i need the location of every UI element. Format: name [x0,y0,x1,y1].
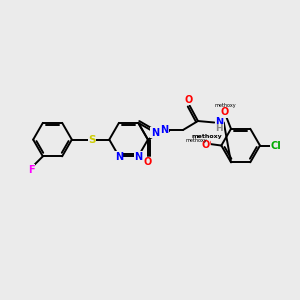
Text: O: O [185,94,193,105]
Text: N: N [160,125,169,135]
Text: O: O [144,158,152,167]
Text: N: N [215,117,223,127]
Text: methoxy: methoxy [191,134,222,139]
Text: methoxy: methoxy [185,138,207,143]
Text: Cl: Cl [271,140,282,151]
Text: F: F [28,165,35,175]
Text: S: S [88,135,96,145]
Text: N: N [134,152,142,162]
Text: H: H [215,124,223,133]
Text: O: O [202,139,211,149]
Text: N: N [115,152,123,162]
Text: N: N [151,128,159,137]
Text: methoxy: methoxy [214,103,236,107]
Text: O: O [221,107,229,117]
Text: O: O [202,140,210,150]
